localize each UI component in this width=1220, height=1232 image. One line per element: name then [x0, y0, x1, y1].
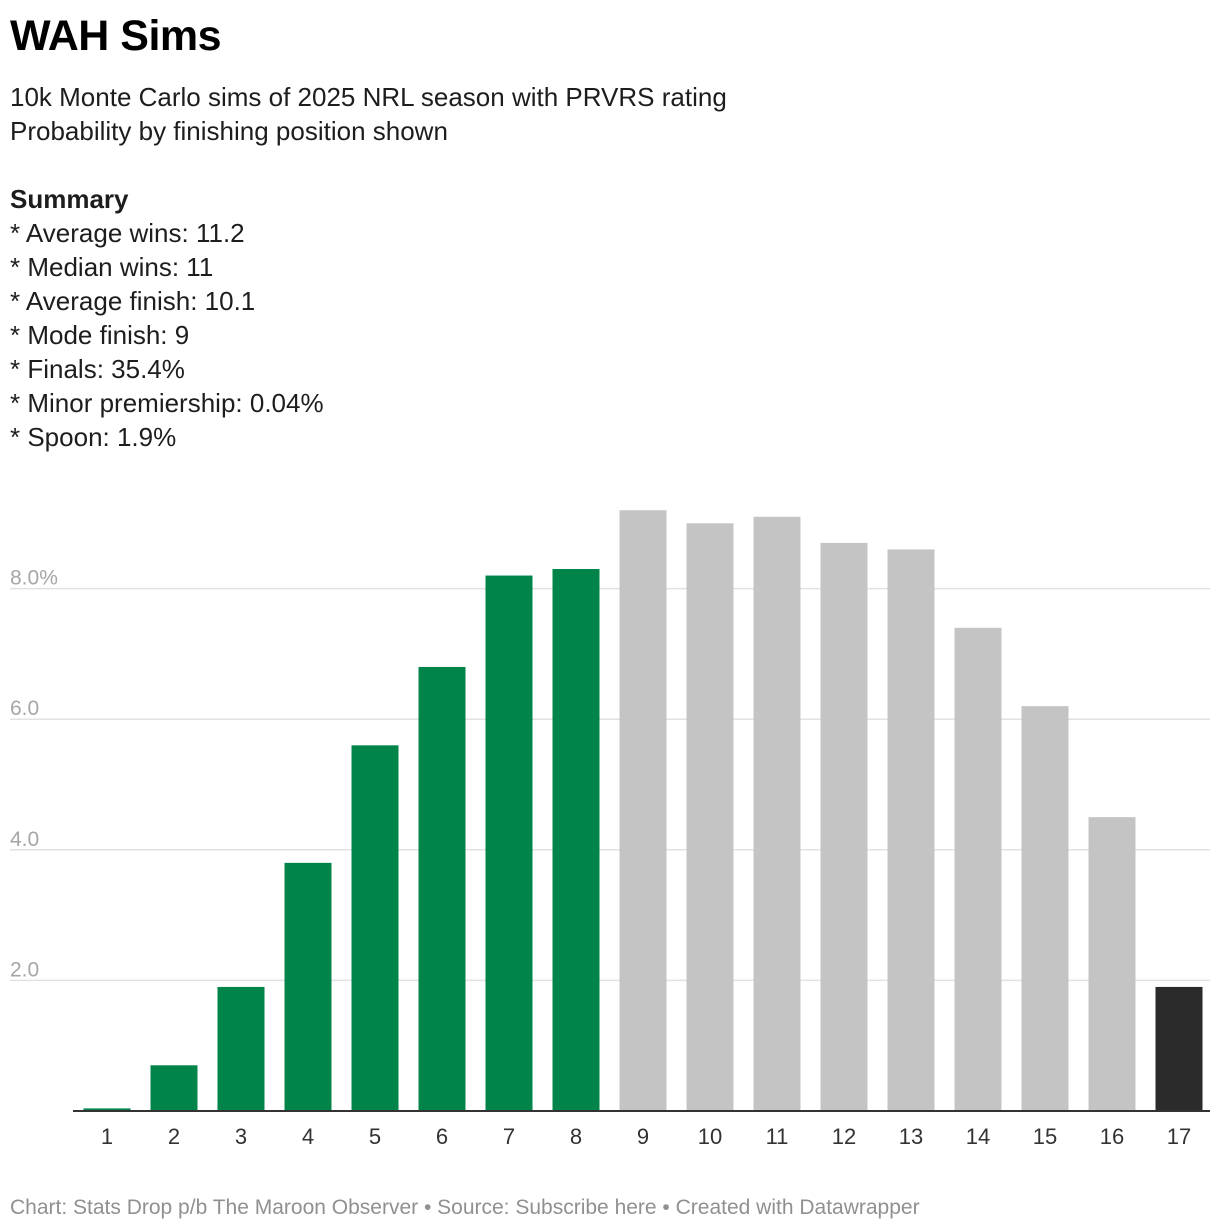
- summary-heading: Summary: [10, 184, 129, 214]
- bar-13: [887, 549, 935, 1111]
- chart-subtitle: 10k Monte Carlo sims of 2025 NRL season …: [10, 80, 727, 148]
- summary-item: * Finals: 35.4%: [10, 354, 185, 384]
- x-tick-label: 12: [832, 1124, 856, 1149]
- x-tick-label: 1: [101, 1124, 113, 1149]
- x-tick-label: 6: [436, 1124, 448, 1149]
- bar-7: [485, 575, 533, 1111]
- x-tick-label: 4: [302, 1124, 314, 1149]
- bar-9: [619, 510, 667, 1111]
- x-tick-label: 10: [698, 1124, 722, 1149]
- y-tick-label: 8.0%: [10, 567, 58, 590]
- bar-2: [150, 1065, 198, 1111]
- bar-12: [820, 542, 868, 1111]
- x-tick-label: 5: [369, 1124, 381, 1149]
- bar-15: [1021, 706, 1069, 1111]
- x-tick-label: 3: [235, 1124, 247, 1149]
- x-tick-label: 2: [168, 1124, 180, 1149]
- bar-10: [686, 523, 734, 1111]
- x-tick-label: 14: [966, 1124, 990, 1149]
- bar-6: [418, 666, 466, 1111]
- x-tick-label: 16: [1100, 1124, 1124, 1149]
- bar-1: [83, 1108, 131, 1111]
- x-tick-label: 9: [637, 1124, 649, 1149]
- x-tick-label: 13: [899, 1124, 923, 1149]
- y-tick-label: 2.0: [10, 958, 39, 981]
- summary-item: * Mode finish: 9: [10, 320, 190, 350]
- bar-8: [552, 569, 600, 1111]
- x-tick-label: 8: [570, 1124, 582, 1149]
- chart-footer: Chart: Stats Drop p/b The Maroon Observe…: [10, 1196, 920, 1219]
- summary-item: * Median wins: 11: [10, 252, 214, 282]
- bar-14: [954, 627, 1002, 1111]
- y-tick-label: 6.0: [10, 697, 39, 720]
- chart-title: WAH Sims: [10, 12, 222, 60]
- subtitle-line: Probability by finishing position shown: [10, 116, 448, 146]
- x-tick-label: 15: [1033, 1124, 1057, 1149]
- summary-item: * Average finish: 10.1: [10, 286, 256, 316]
- x-tick-label: 17: [1167, 1124, 1191, 1149]
- summary-block: Summary * Average wins: 11.2 * Median wi…: [10, 182, 324, 454]
- bar-11: [753, 516, 801, 1111]
- bar-chart: 2.04.06.08.0%1 2 3 4 5 6 7 8 9 10 11 12 13 14 15 16 17: [10, 510, 1210, 1149]
- summary-item: * Spoon: 1.9%: [10, 422, 177, 452]
- summary-item: * Minor premiership: 0.04%: [10, 388, 324, 418]
- bar-17: [1155, 986, 1203, 1111]
- bar-3: [217, 986, 265, 1111]
- subtitle-line: 10k Monte Carlo sims of 2025 NRL season …: [10, 82, 727, 112]
- bar-4: [284, 862, 332, 1111]
- x-tick-label: 7: [503, 1124, 515, 1149]
- summary-item: * Average wins: 11.2: [10, 218, 245, 248]
- x-tick-label: 11: [766, 1124, 789, 1149]
- y-tick-label: 4.0: [10, 828, 39, 851]
- bar-5: [351, 745, 399, 1111]
- bar-16: [1088, 817, 1136, 1111]
